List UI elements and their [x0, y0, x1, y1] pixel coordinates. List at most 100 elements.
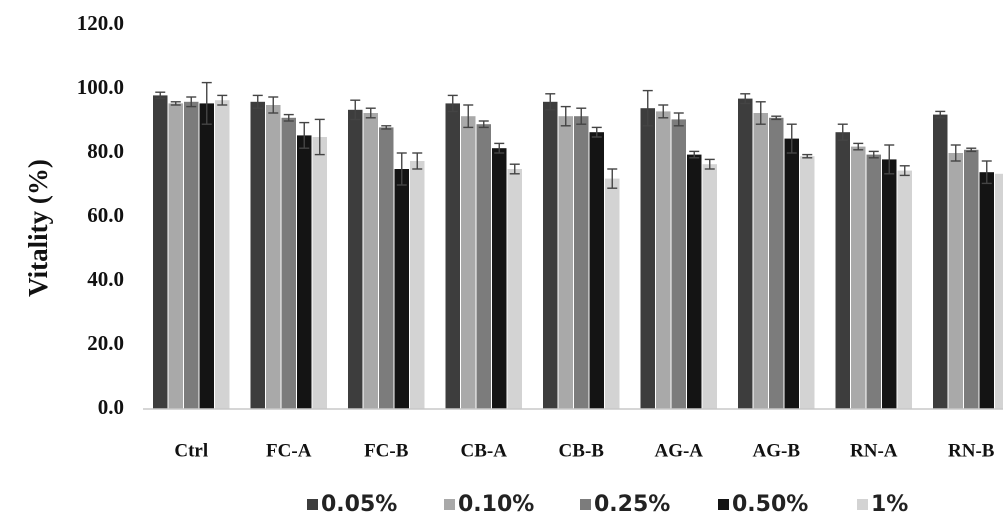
legend-label: 0.10%: [458, 492, 534, 517]
error-bar: [314, 118, 325, 156]
error-bar: [689, 150, 700, 159]
bar: [476, 124, 491, 409]
error-bar: [494, 142, 505, 154]
bar: [687, 154, 702, 409]
error-bar: [704, 158, 715, 170]
legend-label: 0.25%: [594, 492, 670, 517]
error-bar: [252, 94, 263, 109]
bar: [800, 156, 815, 409]
error-bar: [396, 152, 407, 186]
bar: [671, 119, 686, 410]
error-bar: [771, 115, 782, 121]
error-bar: [186, 96, 197, 108]
bar: [882, 159, 897, 409]
y-axis-title: Vitality (%): [23, 159, 53, 297]
bar: [348, 109, 363, 410]
legend-swatch: [580, 499, 591, 510]
category-label: CB-A: [461, 440, 508, 461]
error-bar: [350, 99, 361, 121]
category-label: AG-B: [753, 440, 801, 461]
bar: [394, 169, 409, 409]
bar: [605, 178, 620, 409]
error-bar: [868, 150, 879, 159]
category-label: Ctrl: [174, 440, 208, 461]
legend-label: 0.05%: [321, 492, 397, 517]
error-bar: [268, 96, 279, 114]
bar: [702, 164, 717, 409]
legend-label: 0.50%: [732, 492, 808, 517]
error-bar: [607, 168, 618, 189]
bar: [964, 149, 979, 410]
error-bar: [981, 160, 992, 185]
error-bar: [673, 112, 684, 127]
category-label: FC-B: [364, 440, 409, 461]
legend-swatch: [718, 499, 729, 510]
error-bar: [837, 123, 848, 141]
bar: [835, 132, 850, 409]
error-bar: [217, 94, 228, 106]
error-bar: [950, 144, 961, 162]
error-bar: [576, 107, 587, 125]
error-bar: [740, 93, 751, 105]
bar: [574, 116, 589, 409]
error-bar: [412, 152, 423, 170]
bar: [461, 116, 476, 409]
legend: 0.05% 0.10% 0.25% 0.50% 1%: [307, 492, 908, 517]
legend-swatch: [444, 499, 455, 510]
legend-swatch: [857, 499, 868, 510]
bars: [153, 95, 1003, 410]
legend-label: 1%: [871, 492, 908, 517]
error-bar: [365, 107, 376, 119]
error-bar: [899, 165, 910, 177]
error-bar: [853, 142, 864, 151]
error-bar: [658, 104, 669, 119]
category-label: RN-B: [948, 440, 995, 461]
error-bar: [786, 123, 797, 154]
category-label: FC-A: [266, 440, 312, 461]
error-bar: [935, 110, 946, 119]
legend-item: 0.25%: [580, 492, 670, 517]
error-bar: [447, 94, 458, 113]
bar: [153, 95, 168, 410]
error-bar: [170, 101, 181, 106]
error-bar: [478, 120, 489, 129]
bar: [543, 101, 558, 410]
bar: [297, 135, 312, 409]
error-bar: [560, 105, 571, 127]
error-bar: [201, 81, 212, 125]
bar: [312, 137, 327, 409]
y-tick-label: 60.0: [87, 203, 124, 227]
bar: [738, 98, 753, 409]
bar: [589, 132, 604, 409]
bar: [948, 153, 963, 409]
error-bar: [283, 113, 294, 122]
bar: [897, 170, 912, 409]
bar: [769, 117, 784, 410]
bar: [753, 113, 768, 409]
category-label: AG-A: [654, 440, 703, 461]
category-label: CB-B: [559, 440, 605, 461]
bar: [266, 105, 281, 409]
bar: [640, 108, 655, 409]
error-bar: [802, 153, 813, 159]
bar: [410, 161, 425, 409]
y-axis-ticks: 0.0 20.0 40.0 60.0 80.0 100.0 120.0: [77, 11, 124, 419]
bar: [379, 127, 394, 410]
bar: [979, 172, 994, 409]
legend-item: 0.10%: [444, 492, 534, 517]
bar: [656, 111, 671, 410]
bar: [784, 138, 799, 409]
legend-item: 0.50%: [718, 492, 808, 517]
error-bar: [299, 121, 310, 149]
y-tick-label: 80.0: [87, 139, 124, 163]
category-label: RN-A: [850, 440, 898, 461]
y-tick-label: 40.0: [87, 267, 124, 291]
y-tick-label: 20.0: [87, 331, 124, 355]
error-bar: [642, 89, 653, 127]
bar: [250, 101, 265, 410]
error-bar: [545, 93, 556, 111]
y-tick-label: 100.0: [77, 75, 124, 99]
bar: [445, 103, 460, 410]
bar: [184, 101, 199, 410]
